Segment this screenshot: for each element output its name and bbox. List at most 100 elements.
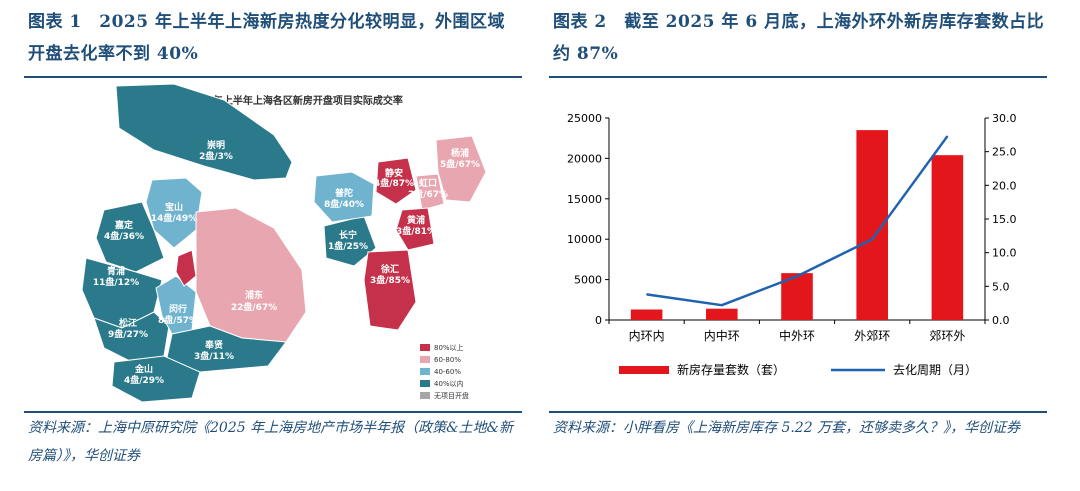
district-shape-jiading <box>95 201 165 273</box>
inventory-chart: 0 5000 10000 15000 20000 25000 0.0 5.0 10.0 15.0 2… <box>549 80 1047 408</box>
district-name-yangpu: 杨浦 <box>451 147 469 159</box>
district-value-yangpu: 5盘/67% <box>440 158 480 170</box>
left-axis-tick-label: 20000 <box>567 152 602 165</box>
x-axis-tick-label: 内中环 <box>704 328 740 343</box>
x-axis-tick-label: 内环内 <box>629 329 665 343</box>
district-shape-chongming <box>115 83 293 181</box>
x-axis-tick-label: 中外环 <box>779 328 815 343</box>
legend-swatch-4 <box>420 380 430 387</box>
sell-through-cycle-point <box>796 275 798 277</box>
district-value-jiading: 4盘/36% <box>104 230 144 242</box>
figure-1-source: 资料来源：上海中原研究院《2025 年上海房地产市场半年报（政策&土地&新房篇）… <box>28 420 514 464</box>
district-value-pudong: 22盘/67% <box>231 301 277 313</box>
district-value-fengxian: 3盘/11% <box>194 350 234 362</box>
left-axis-tick-label: 15000 <box>567 193 602 206</box>
right-axis-tick-label: 0.0 <box>992 314 1010 327</box>
district-map-svg: 2025年上半年上海各区新房开盘项目实际成交率 <box>81 83 487 403</box>
legend-swatch-2 <box>420 356 430 363</box>
figure-1-top-rule <box>24 76 522 78</box>
legend-swatch-1 <box>420 344 430 351</box>
legend-label-bar: 新房存量套数（套） <box>677 362 785 377</box>
legend-label-4: 40%以内 <box>434 379 464 388</box>
district-name-huangpu: 黄浦 <box>407 214 425 226</box>
district-name-putuo: 普陀 <box>335 187 353 199</box>
district-shape-songjiang <box>93 311 170 363</box>
figure-1-title: 图表 1 2025 年上半年上海新房热度分化较明显，外围区域开盘去化率不到 40… <box>28 12 505 64</box>
district-value-hongkou: 2盘/67% <box>408 188 448 200</box>
figure-2-source: 资料来源：小胖看房《上海新房库存 5.22 万套，还够卖多久？》，华创证券 <box>553 420 1021 436</box>
district-name-changning: 长宁 <box>339 229 357 241</box>
district-name-pudong: 浦东 <box>245 289 263 301</box>
figure-1-bottom-rule <box>24 411 522 413</box>
figure-2-bottom-rule <box>549 411 1047 413</box>
district-shape-pudong <box>195 207 307 343</box>
inventory-chart-svg: 0 5000 10000 15000 20000 25000 0.0 5.0 10.0 15.0 2… <box>567 112 1017 377</box>
district-value-huangpu: 3盘/81% <box>396 225 436 237</box>
sell-through-cycle-point <box>721 304 723 306</box>
figure-2-top-rule <box>549 76 1047 78</box>
inventory-bar <box>706 308 738 320</box>
district-name-qingpu: 青浦 <box>107 265 125 277</box>
legend-label-1: 80%以上 <box>434 343 464 352</box>
sell-through-cycle-point <box>646 293 648 295</box>
legend-swatch-3 <box>420 368 430 375</box>
district-map: 2025年上半年上海各区新房开盘项目实际成交率 <box>24 80 522 408</box>
district-value-xuhui: 3盘/85% <box>370 274 410 286</box>
figure-1-panel: 图表 1 2025 年上半年上海新房热度分化较明显，外围区域开盘去化率不到 40… <box>24 0 522 464</box>
inventory-bar <box>931 155 964 320</box>
inventory-bar <box>630 309 663 320</box>
figure-2-panel: 图表 2 截至 2025 年 6 月底，上海外环外新房库存套数占比约 87% 0… <box>549 0 1047 436</box>
district-shape-jingan <box>375 157 417 205</box>
district-shape-yangpu <box>435 135 487 203</box>
district-name-xuhui: 徐汇 <box>380 263 399 275</box>
legend-swatch-bar <box>619 366 669 374</box>
x-axis-tick-label: 外郊环 <box>854 329 890 343</box>
sell-through-cycle-point <box>946 135 948 137</box>
district-value-jingan: 4盘/87% <box>374 177 414 189</box>
district-value-jinshan: 4盘/29% <box>124 374 164 386</box>
left-axis-tick-label: 25000 <box>567 112 602 125</box>
district-value-baoshan: 14盘/49% <box>151 212 197 224</box>
right-axis-tick-label: 30.0 <box>992 112 1017 125</box>
figure-2-title: 图表 2 截至 2025 年 6 月底，上海外环外新房库存套数占比约 87% <box>553 12 1045 64</box>
district-value-minhang: 8盘/57% <box>158 314 198 326</box>
legend-swatch-5 <box>420 392 430 399</box>
legend-label-3: 40-60% <box>434 368 461 376</box>
district-name-chongming: 崇明 <box>207 139 225 151</box>
sell-through-cycle-point <box>871 238 873 240</box>
district-shape-jinshan <box>111 355 201 403</box>
district-value-chongming: 2盘/3% <box>199 150 233 162</box>
district-name-jinshan: 金山 <box>134 363 153 375</box>
map-title: 2025年上半年上海各区新房开盘项目实际成交率 <box>185 94 403 107</box>
left-axis-tick-label: 0 <box>595 314 602 327</box>
district-name-jiading: 嘉定 <box>114 219 134 231</box>
legend-label-line: 去化周期（月） <box>893 363 977 377</box>
district-shape-center <box>175 249 197 287</box>
district-shape-xuhui <box>363 249 417 331</box>
right-axis-tick-label: 20.0 <box>992 179 1017 192</box>
district-name-baoshan: 宝山 <box>165 201 183 213</box>
left-axis-tick-label: 10000 <box>567 233 602 246</box>
district-shape-baoshan <box>145 177 203 249</box>
district-value-changning: 1盘/25% <box>328 240 368 252</box>
right-axis-tick-label: 15.0 <box>992 213 1017 226</box>
legend-label-5: 无项目开盘 <box>434 391 469 400</box>
district-shape-huangpu <box>395 207 435 251</box>
district-name-fengxian: 奉贤 <box>204 339 223 351</box>
district-value-putuo: 8盘/40% <box>324 198 364 210</box>
map-legend: 80%以上 60-80% 40-60% 40%以内 无项目开盘 <box>420 343 469 400</box>
x-axis-tick-label: 郊环外 <box>929 329 965 343</box>
district-name-hongkou: 虹口 <box>419 177 437 189</box>
district-value-songjiang: 9盘/27% <box>108 328 148 340</box>
left-axis-tick-label: 5000 <box>574 274 602 287</box>
district-shape-putuo <box>313 171 375 223</box>
district-name-minhang: 闵行 <box>169 303 187 315</box>
right-axis-tick-label: 25.0 <box>992 146 1017 159</box>
right-axis-tick-label: 10.0 <box>992 247 1017 260</box>
right-axis-tick-label: 5.0 <box>992 280 1010 293</box>
district-name-songjiang: 松江 <box>119 317 137 329</box>
legend-label-2: 60-80% <box>434 356 461 364</box>
district-value-qingpu: 11盘/12% <box>93 276 139 288</box>
district-name-jingan: 静安 <box>385 167 403 179</box>
district-shape-hongkou <box>415 173 445 211</box>
